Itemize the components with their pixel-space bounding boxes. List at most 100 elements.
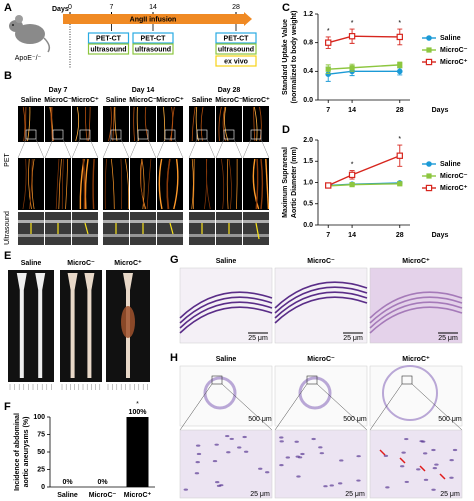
nucleus — [323, 485, 328, 488]
nucleus — [329, 484, 334, 487]
row-label: PET — [4, 152, 11, 166]
pet-signal — [112, 106, 115, 142]
scale-bar-label: 25 μm — [438, 335, 458, 342]
y-tick-label: 0.0 — [303, 222, 313, 229]
scale-bar-label: 25 μm — [250, 491, 270, 498]
pet-zoom-signal — [236, 158, 238, 210]
histology-zoom — [179, 429, 273, 499]
legend-marker — [426, 173, 432, 179]
imaging-box — [87, 32, 130, 44]
pet-zoom-signal — [146, 158, 152, 210]
nucleus — [385, 486, 390, 489]
zoom-lines — [179, 383, 273, 431]
group-label: Saline — [106, 97, 127, 104]
nucleus — [383, 454, 389, 458]
pet-zoom-signal — [82, 158, 86, 210]
zoom-lines — [71, 138, 99, 159]
pet-zoom-signal — [204, 158, 208, 210]
pet-zoom — [18, 158, 44, 210]
y-tick-label: 100 — [33, 414, 45, 421]
legend-marker — [425, 58, 433, 66]
pet-signal — [85, 106, 88, 142]
marker — [396, 33, 403, 41]
aorta-section — [298, 376, 332, 410]
panel-label: D — [282, 124, 290, 136]
legend-marker — [426, 161, 432, 167]
infusion-arrow — [244, 12, 252, 26]
pet-zoom — [216, 158, 242, 210]
nucleus — [216, 484, 222, 487]
zoom-lines — [44, 138, 72, 159]
ultrasound-wall — [216, 234, 242, 237]
nucleus — [296, 475, 301, 478]
ultrasound-wall — [72, 220, 98, 223]
pet-zoom-signal — [58, 158, 62, 210]
y-axis-label: Maximum Suprarenal — [282, 147, 289, 218]
zoom-box — [223, 129, 235, 140]
value-label: 100% — [129, 409, 148, 416]
y-tick-label: 0.8 — [303, 40, 313, 47]
bar — [126, 417, 149, 487]
significance-star: * — [136, 401, 139, 408]
ultrasound-image — [72, 212, 98, 245]
pet-image — [72, 106, 98, 142]
pet-zoom-signal — [221, 158, 225, 210]
ultrasound-wall — [243, 234, 269, 237]
marker — [396, 152, 403, 159]
ultrasound-image — [243, 212, 269, 245]
pet-zoom-signal — [29, 158, 33, 210]
nucleus — [311, 437, 316, 441]
series-line — [328, 64, 400, 70]
nucleus — [404, 437, 409, 441]
x-tick-label: Saline — [57, 492, 78, 499]
scale-bar-label: 25 μm — [345, 491, 365, 498]
ultrasound-wall — [130, 234, 156, 237]
pet-signal — [22, 106, 26, 142]
pet-signal — [200, 106, 204, 142]
pet-zoom-signal — [92, 158, 95, 210]
arrow — [439, 473, 446, 480]
pet-zoom-signal — [111, 158, 115, 210]
elastic-lamina — [369, 306, 463, 334]
nucleus — [243, 450, 249, 453]
nucleus — [195, 461, 200, 464]
y-tick-label: 1.5 — [303, 158, 313, 165]
group-label: MicroC⁺ — [156, 97, 184, 104]
ultrasound-label: ultrasound — [90, 46, 126, 53]
zoom-box — [25, 129, 37, 140]
pet-zoom-signal — [255, 158, 259, 210]
legend-label: MicroC⁺ — [440, 185, 468, 192]
zoom-box — [110, 129, 122, 140]
arrow — [379, 449, 386, 456]
diameter-marker — [255, 222, 260, 240]
nucleus — [258, 467, 263, 470]
elastic-lamina — [274, 286, 368, 314]
nucleus — [401, 451, 406, 454]
group-label: Saline — [216, 258, 237, 265]
y-axis-label: Standard Uptake Value — [282, 19, 289, 95]
panel-label: B — [4, 70, 12, 82]
nucleus — [404, 480, 409, 484]
x-tick-label: 7 — [326, 232, 330, 239]
pet-signal — [222, 106, 226, 142]
histology-image — [369, 267, 463, 344]
nucleus — [225, 434, 230, 438]
nucleus — [237, 446, 242, 449]
series-line — [328, 70, 400, 75]
pet-zoom — [157, 158, 183, 210]
y-tick-label: 2.0 — [303, 137, 313, 144]
y-tick-label: 1.0 — [303, 179, 313, 186]
y-tick-label: 0.5 — [303, 201, 313, 208]
nucleus — [195, 444, 201, 447]
pet-zoom-signal — [120, 158, 123, 210]
aneurysm — [121, 306, 135, 338]
row-label: Ultrasound — [4, 211, 11, 245]
group-label: MicroC⁺ — [71, 97, 99, 104]
pet-zoom-signal — [166, 158, 171, 210]
ultrasound-wall — [18, 220, 44, 223]
legend-marker — [426, 35, 432, 41]
nucleus — [294, 440, 299, 443]
group-label: Saline — [21, 260, 42, 267]
marker — [349, 182, 355, 188]
